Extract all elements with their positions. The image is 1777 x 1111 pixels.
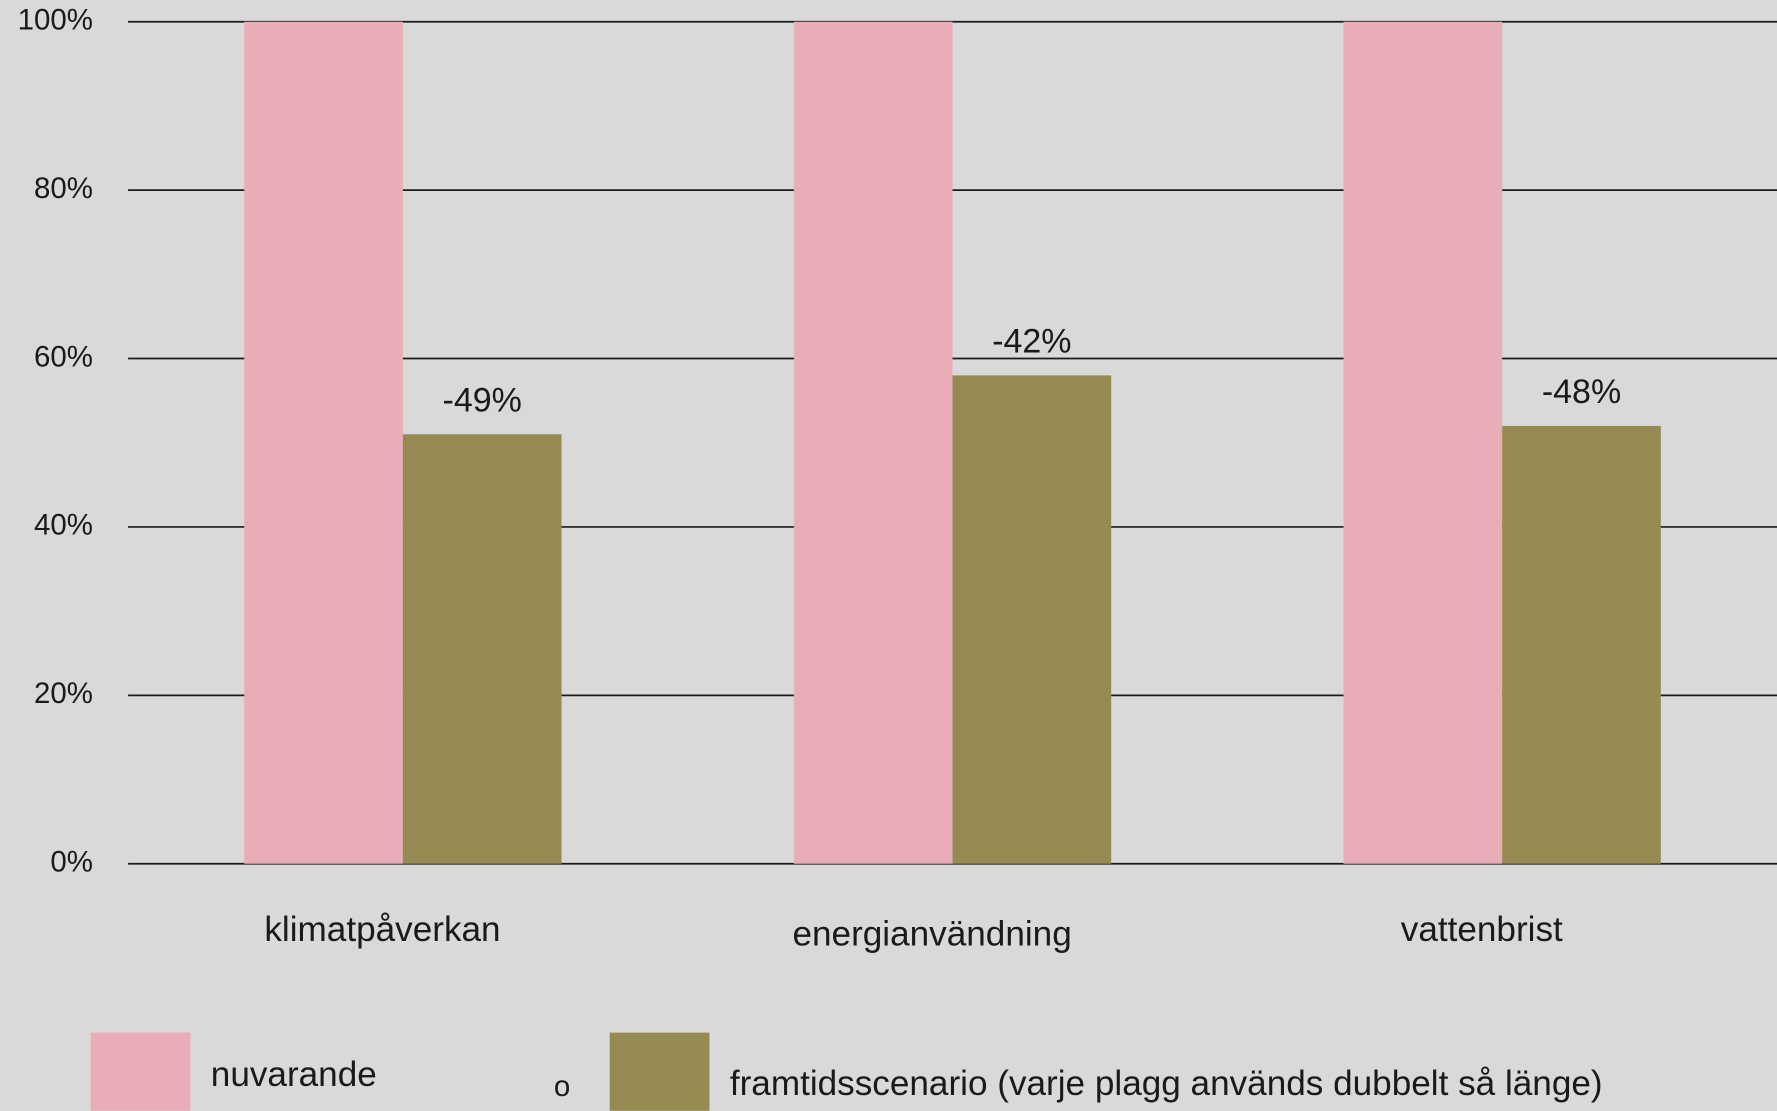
x-tick-label: klimatpåverkan: [264, 910, 500, 949]
bar: [1502, 425, 1661, 864]
y-tick-label: 60%: [34, 340, 93, 373]
y-tick-label: 0%: [50, 846, 93, 879]
annotation: -49%: [443, 382, 522, 420]
legend-swatch: [609, 1032, 710, 1111]
legend-label: nuvarande: [211, 1055, 377, 1094]
annotation: -48%: [1542, 373, 1621, 411]
legend-swatch: [90, 1032, 191, 1111]
bar: [402, 434, 562, 864]
bar: [244, 21, 403, 864]
y-tick-label: 40%: [34, 509, 93, 542]
legend-separator: o: [554, 1070, 570, 1103]
legend-label: framtidsscenario (varje plagg används du…: [730, 1064, 1603, 1103]
bar: [1343, 21, 1503, 864]
x-tick-label: vattenbrist: [1401, 910, 1563, 949]
bar: [793, 21, 953, 864]
y-tick-label: 80%: [34, 172, 93, 205]
annotation: -42%: [992, 323, 1071, 361]
x-tick-label: energianvändning: [792, 915, 1071, 954]
y-tick-label: 100%: [18, 4, 93, 37]
y-tick-label: 20%: [34, 677, 93, 710]
bar: [952, 375, 1112, 864]
